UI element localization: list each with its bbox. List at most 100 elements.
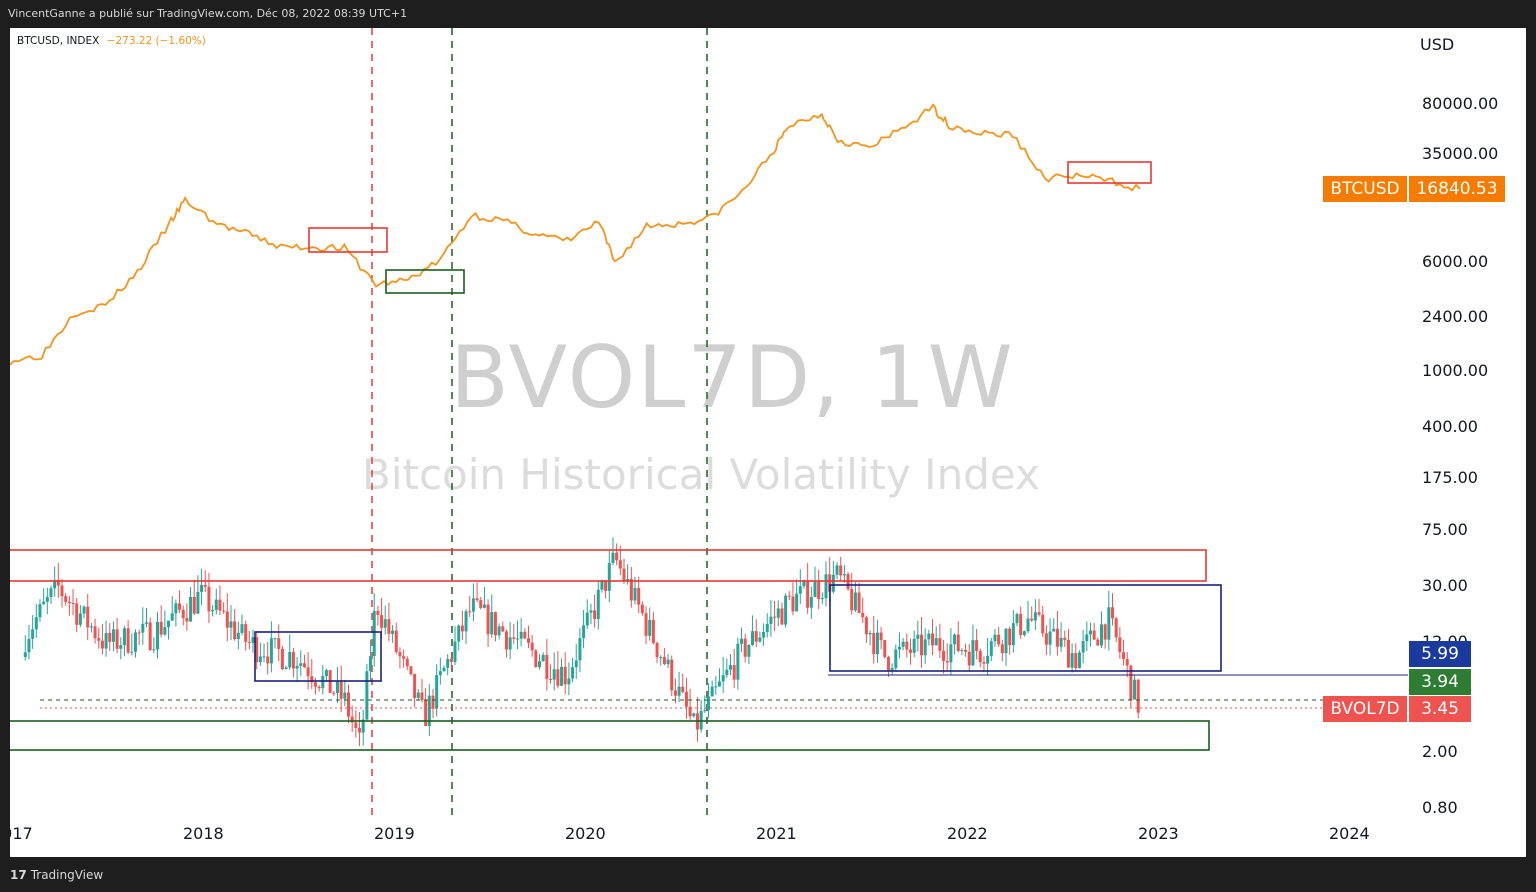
candle-body [376, 610, 380, 615]
candle-body [549, 678, 553, 680]
candle-body [629, 578, 633, 601]
candle-body [1125, 658, 1129, 666]
candle-body [758, 637, 762, 642]
candle-body [615, 552, 619, 561]
candle-body [391, 630, 395, 634]
resistance-zone-box [10, 549, 1207, 582]
candle-body [471, 598, 475, 612]
candle-body [897, 646, 901, 650]
candle-body [813, 581, 817, 597]
candle-body [104, 632, 108, 649]
year-tick-label: 2021 [756, 824, 797, 843]
price-tick-label: 2400.00 [1422, 307, 1489, 326]
candle-body [310, 676, 314, 683]
candle-body [196, 591, 200, 614]
candle-body [1030, 618, 1034, 621]
candle-body [167, 620, 171, 628]
candle-body [181, 609, 185, 618]
candle-body [773, 616, 777, 618]
candle-body [398, 652, 402, 657]
tradingview-brand[interactable]: 17 TradingView [10, 868, 103, 882]
candle-body [126, 628, 130, 653]
candle-body [442, 667, 446, 672]
candle-body [306, 667, 310, 677]
candle-body [978, 650, 982, 663]
candle-body [806, 581, 810, 608]
candle-body [1122, 652, 1126, 659]
candle-body [178, 603, 182, 610]
level-blue-tag: 5.99 [1409, 641, 1471, 667]
candle-body [1136, 679, 1140, 713]
candle-body [857, 592, 861, 613]
candle-body [111, 629, 115, 642]
candle-body [38, 604, 42, 618]
candle-body [387, 619, 391, 634]
candle-body [673, 690, 677, 696]
candle-body [512, 637, 516, 639]
candle-body [56, 579, 60, 586]
candle-body [475, 598, 479, 601]
price-tick-label: 35000.00 [1422, 144, 1499, 163]
candle-body [497, 626, 501, 636]
candle-body [762, 632, 766, 638]
candle-body [438, 671, 442, 676]
candle-body [174, 603, 178, 614]
candle-body [912, 638, 916, 653]
candle-body [1044, 633, 1048, 645]
candle-body [468, 611, 472, 613]
candle-body [607, 562, 611, 591]
year-tick-label: 2020 [565, 824, 606, 843]
publisher-text: VincentGanne a publié sur TradingView.co… [8, 7, 408, 20]
candle-body [31, 629, 35, 639]
annotation-box-red [1067, 161, 1152, 184]
candle-body [633, 587, 637, 601]
candle-body [982, 662, 986, 664]
price-tick-label: 6000.00 [1422, 252, 1489, 271]
candle-body [354, 722, 358, 728]
candle-body [920, 634, 924, 656]
candle-body [122, 628, 126, 646]
candle-body [556, 669, 560, 686]
candle-body [1081, 641, 1085, 653]
candle-body [681, 686, 685, 692]
candle-body [156, 621, 160, 650]
candle-body [501, 626, 505, 632]
candle-body [1041, 614, 1045, 634]
candle-body [508, 637, 512, 650]
candle-body [769, 616, 773, 624]
candle-body [159, 621, 163, 635]
candle-body [1074, 653, 1078, 669]
candle-body [655, 642, 659, 658]
candle-body [130, 651, 134, 653]
candle-body [938, 638, 942, 651]
candle-body [699, 710, 703, 730]
candle-body [1000, 644, 1004, 654]
candle-body [729, 665, 733, 670]
candle-body [1004, 628, 1008, 654]
candle-body [137, 632, 141, 634]
candle-body [67, 601, 71, 604]
candle-body [424, 700, 428, 727]
candle-body [692, 713, 696, 717]
candle-body [817, 581, 821, 600]
candle-body [251, 637, 255, 643]
candle-body [115, 629, 119, 649]
candle-body [1088, 630, 1092, 635]
candle-body [34, 617, 38, 630]
support-zone-box [10, 720, 1210, 751]
annotation-box-red [308, 227, 388, 253]
candle-body [435, 675, 439, 709]
candle-body [688, 706, 692, 717]
year-tick-label: 2019 [374, 824, 415, 843]
chart-area[interactable]: BTCUSD, INDEX −273.22 (−1.60%) BVOL7D, 1… [10, 28, 1526, 857]
candle-body [358, 727, 362, 733]
candle-body [651, 619, 655, 643]
candle-body [343, 692, 347, 699]
candle-body [255, 637, 259, 663]
candle-body [736, 643, 740, 680]
candle-body [710, 686, 714, 697]
candle-body [86, 606, 90, 628]
publisher-bar: VincentGanne a publié sur TradingView.co… [0, 0, 1536, 28]
candle-body [747, 645, 751, 657]
candle-body [659, 657, 663, 659]
